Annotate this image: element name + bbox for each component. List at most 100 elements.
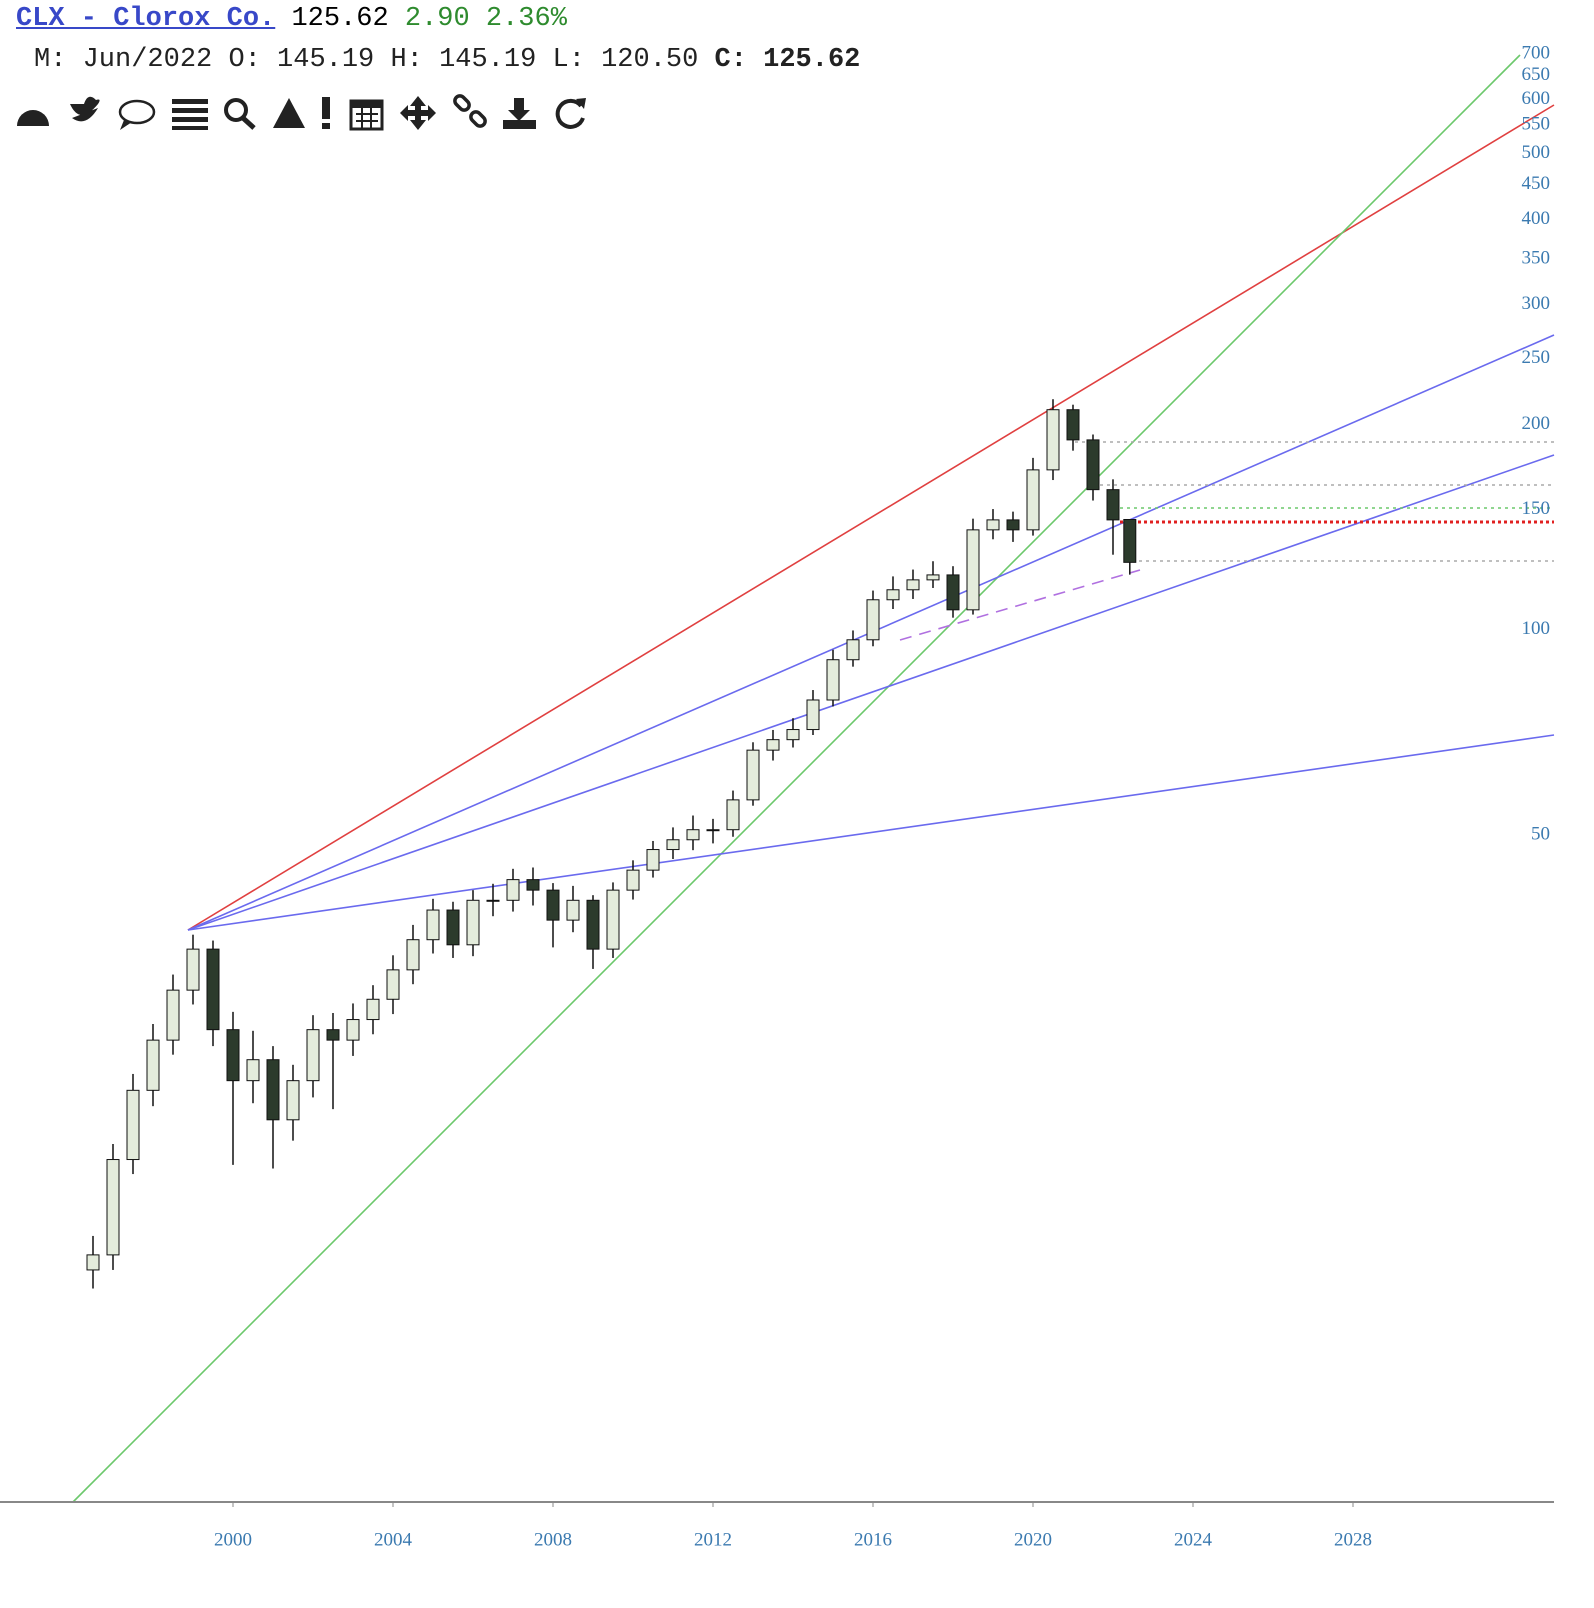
candle-body: [306, 1029, 320, 1082]
candle-body: [626, 869, 640, 891]
ohlc-line: M: Jun/2022 O: 145.19 H: 145.19 L: 120.5…: [34, 45, 860, 75]
candle-body: [606, 889, 620, 950]
candle-body: [446, 909, 460, 946]
candle-body: [886, 589, 900, 601]
candle-body: [686, 829, 700, 841]
candle-body: [826, 659, 840, 701]
dashboard-icon[interactable]: [17, 110, 49, 126]
x-tick-label: 2000: [214, 1529, 252, 1550]
candle-body: [726, 799, 740, 831]
candle-body: [1006, 519, 1020, 531]
candle-body: [1106, 489, 1120, 521]
candle-body: [906, 579, 920, 591]
x-tick-label: 2020: [1014, 1529, 1052, 1550]
y-tick-label: 150: [1522, 498, 1551, 519]
candle-body: [1066, 409, 1080, 441]
y-tick-label: 550: [1522, 114, 1551, 135]
ohlc-field: C:: [714, 45, 747, 75]
download-icon[interactable]: [503, 98, 536, 129]
candle-body: [206, 948, 220, 1031]
change-pct: 2.36%: [485, 4, 567, 34]
y-tick-label: 500: [1522, 142, 1551, 163]
candle-body: [866, 599, 880, 641]
y-tick-label: 650: [1522, 64, 1551, 85]
y-tick-label: 250: [1522, 347, 1551, 368]
candle-body: [1046, 409, 1060, 471]
ohlc-field: L:: [552, 45, 585, 75]
exclaim-icon[interactable]: [322, 97, 330, 129]
candle-body: [326, 1029, 340, 1041]
calendar-icon[interactable]: [349, 99, 384, 131]
candle-body: [966, 529, 980, 611]
candle-body: [186, 948, 200, 991]
candle-body: [226, 1029, 240, 1082]
last-price: 125.62: [291, 4, 389, 34]
candle-body: [806, 699, 820, 731]
move-icon[interactable]: [400, 96, 436, 130]
x-tick-label: 2024: [1174, 1529, 1213, 1550]
candle-body: [746, 749, 760, 801]
search-icon[interactable]: [224, 98, 256, 130]
y-tick-label: 350: [1522, 247, 1551, 268]
candle-body: [146, 1039, 160, 1091]
candle-body: [706, 829, 720, 832]
y-tick-label: 600: [1522, 88, 1551, 109]
x-tick-label: 2004: [374, 1529, 413, 1550]
candle-body: [846, 639, 860, 661]
candle-body: [286, 1080, 300, 1121]
candle-body: [546, 889, 560, 921]
candle-body: [86, 1254, 100, 1271]
candle-body: [466, 899, 480, 946]
candle-body: [986, 519, 1000, 531]
x-tick-label: 2008: [534, 1529, 572, 1550]
y-tick-label: 450: [1522, 173, 1551, 194]
candle-body: [266, 1059, 280, 1121]
candle-body: [166, 989, 180, 1041]
candle-body: [386, 969, 400, 1000]
y-tick-label: 400: [1522, 208, 1551, 229]
candle-body: [566, 899, 580, 921]
candle-body: [426, 909, 440, 941]
twitter-icon[interactable]: [70, 96, 100, 122]
y-tick-label: 700: [1522, 42, 1551, 63]
x-tick-label: 2016: [854, 1529, 892, 1550]
candle-body: [1086, 439, 1100, 491]
candle-body: [406, 939, 420, 971]
candle-body: [486, 899, 500, 902]
candle-body: [946, 574, 960, 611]
x-tick-label: 2012: [694, 1529, 732, 1550]
header-line: CLX - Clorox Co. 125.62 2.90 2.36%: [16, 4, 567, 34]
candle-body: [766, 739, 780, 751]
refresh-icon[interactable]: [555, 98, 586, 129]
candle-body: [1123, 518, 1137, 563]
y-tick-label: 100: [1522, 618, 1551, 639]
alert-icon[interactable]: [273, 98, 305, 128]
ohlc-field: M:: [34, 45, 67, 75]
candle-body: [366, 998, 380, 1021]
trendline: [899, 569, 1141, 641]
candle-body: [346, 1019, 360, 1041]
candle-body: [1026, 469, 1040, 531]
candle-body: [506, 879, 520, 901]
ohlc-field: 120.50: [601, 45, 699, 75]
ohlc-field: Jun/2022: [82, 45, 213, 75]
list-icon[interactable]: [172, 99, 208, 130]
candle-body: [666, 839, 680, 851]
candle-body: [526, 879, 540, 891]
link-icon[interactable]: [453, 94, 487, 128]
candle-body: [646, 849, 660, 871]
comment-icon[interactable]: [118, 99, 156, 130]
candle-body: [246, 1059, 260, 1082]
ohlc-field: 125.62: [763, 45, 861, 75]
candle-body: [926, 574, 940, 581]
y-tick-label: 300: [1522, 293, 1551, 314]
symbol-link[interactable]: CLX - Clorox Co.: [16, 4, 276, 34]
trendline: [187, 734, 1555, 931]
ohlc-field: 145.19: [277, 45, 375, 75]
ohlc-field: O:: [228, 45, 261, 75]
y-tick-label: 50: [1531, 823, 1550, 844]
change: 2.90: [404, 4, 470, 34]
toolbar: [17, 94, 586, 131]
